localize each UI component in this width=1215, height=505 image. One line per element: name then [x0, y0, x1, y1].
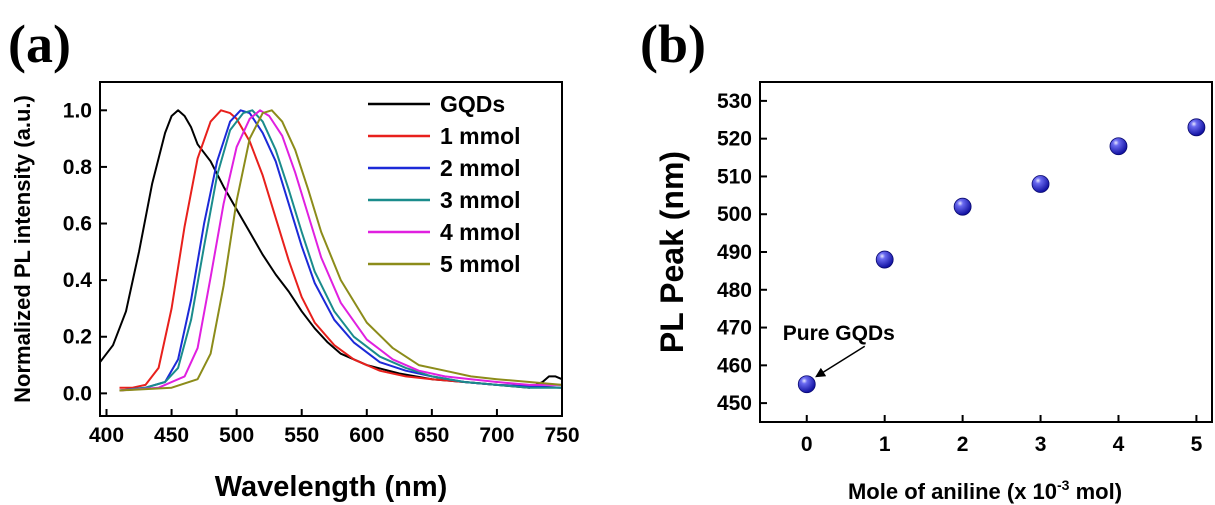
legend-label-2: 2 mmol	[440, 155, 521, 181]
panel-b-x-axis-title: Mole of aniline (x 10-3 mol)	[848, 477, 1122, 504]
legend-label-5: 5 mmol	[440, 251, 521, 277]
y-tick-label: 480	[717, 279, 752, 302]
y-tick-label: 520	[717, 128, 752, 151]
panel-a-x-ticks: 400 450 500 550 600 650 700 750	[89, 409, 580, 447]
panel-b-x-ticks: 0 1 2 3 4 5	[801, 415, 1203, 456]
panel-a-legend: GQDs 1 mmol 2 mmol 3 mmol 4 mmol 5 mmol	[368, 91, 521, 277]
panel-a-label: (a)	[8, 14, 71, 74]
legend-label-3: 3 mmol	[440, 187, 521, 213]
x-tick-label: 1	[879, 433, 891, 456]
annotation-arrow	[815, 345, 866, 378]
x-tick-label: 750	[544, 424, 579, 447]
panel-b-points	[797, 118, 1206, 394]
panel-b-y-ticks: 450 460 470 480 490 500 510 520 530	[717, 90, 767, 415]
series-line-3	[119, 109, 562, 392]
legend-label-1: 1 mmol	[440, 123, 521, 149]
x-tick-label: 5	[1191, 433, 1203, 456]
x-tick-label: 2	[957, 433, 969, 456]
x-tick-label: 4	[1113, 433, 1125, 456]
panel-a-y-ticks: 0.0 0.2 0.4 0.6 0.8 1.0	[63, 99, 107, 405]
series-line-2	[119, 109, 563, 392]
annotation-pure-gqds: Pure GQDs	[783, 322, 895, 345]
data-point-5	[1187, 118, 1206, 137]
panel-b-x-axis-title-main: Mole of aniline (x 10	[848, 479, 1057, 504]
panel-b-x-axis-title-sup: -3	[1057, 477, 1070, 493]
x-tick-label: 450	[154, 424, 189, 447]
y-tick-label: 510	[717, 165, 752, 188]
x-tick-label: 700	[479, 424, 514, 447]
panel-b-y-axis-title: PL Peak (nm)	[654, 151, 690, 353]
panel-b-x-axis-title-end: mol)	[1069, 479, 1122, 504]
series-line-1	[119, 109, 563, 389]
panel-a-plot-area	[99, 109, 563, 392]
panel-a: (a) 400 450 500 550 600 650 700 750 0.00.20.40.…	[8, 14, 580, 503]
y-tick-label: 1.0	[63, 99, 92, 122]
series-line-4	[119, 109, 562, 392]
panel-a-frame	[99, 81, 563, 417]
panel-b-frame	[759, 81, 1213, 423]
y-tick-label: 0.2	[63, 326, 92, 349]
y-tick-label: 530	[717, 90, 752, 113]
y-tick-label: 0.6	[63, 213, 92, 236]
panel-a-x-axis-title: Wavelength (nm)	[215, 471, 448, 503]
data-point-4	[1109, 137, 1128, 156]
y-tick-label: 460	[717, 354, 752, 377]
y-tick-label: 450	[717, 392, 752, 415]
panel-b: (b) 0 1 2 3 4 5 450 460 470 480 490 500 510 520 530 P…	[640, 14, 1213, 504]
panel-b-label: (b)	[640, 14, 706, 74]
x-tick-label: 550	[284, 424, 319, 447]
x-tick-label: 650	[414, 424, 449, 447]
panel-a-y-axis-title: Normalized PL intensity (a.u.)	[10, 95, 35, 403]
y-tick-label: 0.8	[63, 156, 93, 179]
series-line-5	[119, 109, 563, 392]
x-tick-label: 500	[219, 424, 254, 447]
y-tick-label: 470	[717, 317, 752, 340]
data-point-3	[1031, 175, 1050, 193]
y-tick-label: 490	[717, 241, 752, 264]
legend-label-0: GQDs	[440, 91, 505, 117]
series-line-0	[99, 109, 563, 389]
data-point-1	[875, 250, 894, 269]
x-tick-label: 400	[89, 424, 124, 447]
legend-label-4: 4 mmol	[440, 219, 521, 245]
y-tick-label: 0.0	[63, 382, 92, 405]
y-tick-label: 500	[717, 203, 752, 226]
x-tick-label: 600	[349, 424, 384, 447]
panel-b-annotation: Pure GQDs	[783, 322, 895, 378]
data-point-2	[953, 197, 972, 216]
y-tick-label: 0.4	[63, 269, 93, 292]
x-tick-label: 3	[1035, 433, 1047, 456]
data-point-0	[797, 375, 816, 394]
x-tick-label: 0	[801, 433, 813, 456]
